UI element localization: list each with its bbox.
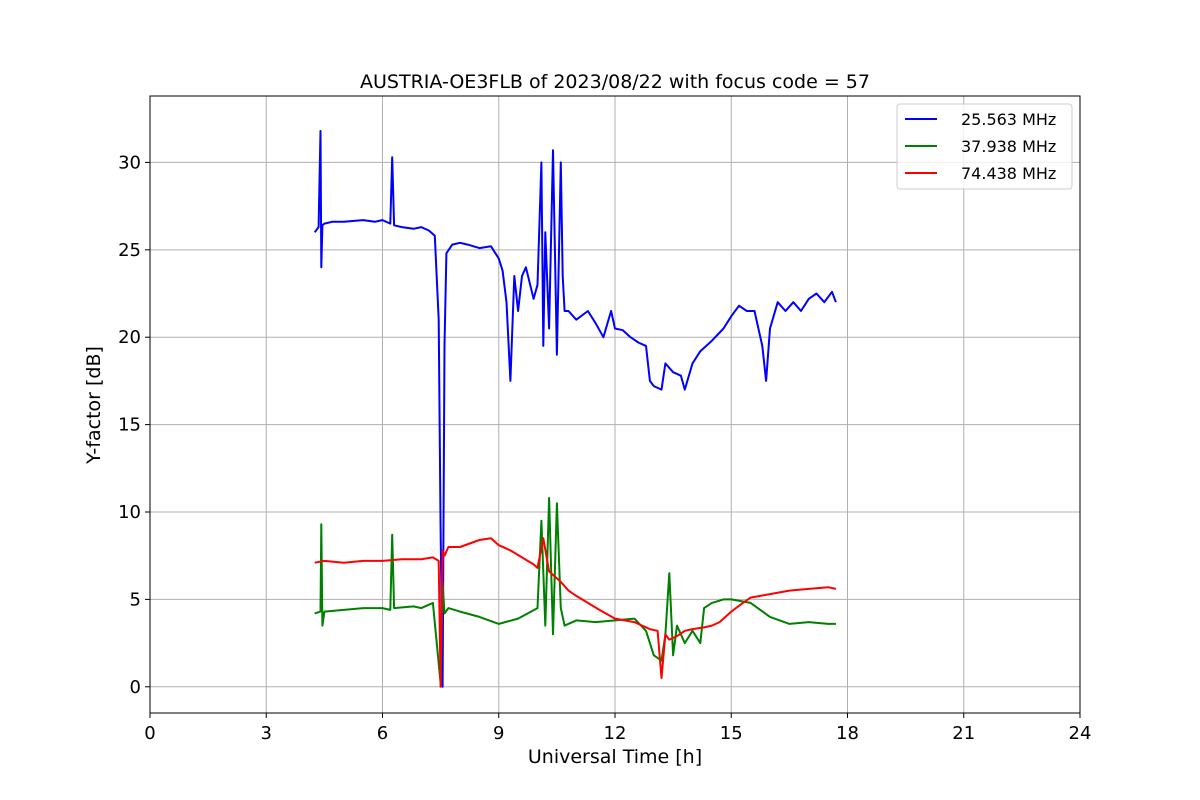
- series-line-3: [314, 537, 837, 688]
- chart-title: AUSTRIA-OE3FLB of 2023/08/22 with focus …: [360, 71, 870, 93]
- y-tick-label: 15: [118, 415, 141, 436]
- legend-label-1: 25.563 MHz: [961, 110, 1056, 129]
- y-tick-label: 25: [118, 240, 141, 261]
- series-layer: [313, 130, 837, 688]
- x-tick-label: 15: [720, 723, 743, 744]
- ticks: 0 3 6 9 12 15 18 21 24 0 5 10 15 20 25 30: [118, 152, 1091, 744]
- x-tick-label: 24: [1069, 723, 1092, 744]
- y-tick-label: 30: [118, 152, 141, 173]
- legend-label-3: 74.438 MHz: [961, 164, 1056, 183]
- legend-box: [896, 103, 1073, 190]
- series-line-1: [313, 130, 837, 688]
- x-tick-label: 9: [493, 723, 504, 744]
- x-tick-label: 21: [952, 723, 975, 744]
- y-tick-label: 20: [118, 327, 141, 348]
- series-line-2: [314, 497, 836, 685]
- y-tick-label: 10: [118, 502, 141, 523]
- legend: 25.563 MHz 37.938 MHz 74.438 MHz: [896, 103, 1073, 190]
- x-tick-label: 18: [836, 723, 859, 744]
- y-tick-label: 0: [130, 677, 141, 698]
- x-tick-label: 0: [144, 723, 155, 744]
- x-tick-label: 3: [261, 723, 272, 744]
- legend-label-2: 37.938 MHz: [961, 137, 1056, 156]
- x-tick-label: 6: [377, 723, 388, 744]
- y-tick-label: 5: [130, 589, 141, 610]
- y-axis-label: Y-factor [dB]: [83, 346, 105, 465]
- x-tick-label: 12: [604, 723, 627, 744]
- x-axis-label: Universal Time [h]: [528, 746, 702, 768]
